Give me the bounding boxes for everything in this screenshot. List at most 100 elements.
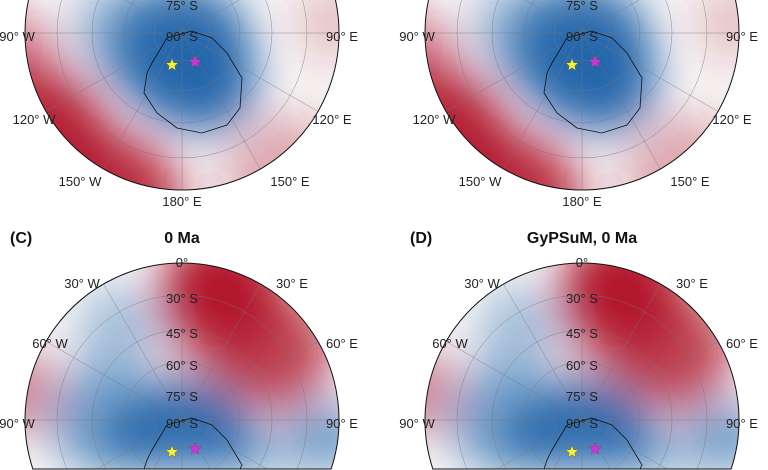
graticule xyxy=(425,0,739,190)
meridian-line xyxy=(45,341,183,421)
graticule-label: 0° xyxy=(176,255,188,270)
anomaly-blob xyxy=(622,113,739,190)
graticule-label: 90° S xyxy=(166,416,198,431)
anomaly-blob xyxy=(222,113,339,190)
anomaly-blob xyxy=(272,400,339,469)
latitude-circle xyxy=(123,361,241,469)
graticule-label: 60° W xyxy=(432,336,468,351)
graticule-label: 150° W xyxy=(459,174,503,189)
graticule-label: 120° W xyxy=(13,112,57,127)
graticule-label: 90° E xyxy=(326,29,358,44)
anomaly-blob xyxy=(692,0,739,63)
graticule-label: 90° S xyxy=(566,416,598,431)
graticule-label: 60° E xyxy=(326,336,358,351)
meridian-line xyxy=(181,0,319,34)
meridian-line xyxy=(581,419,611,469)
anomaly-blob xyxy=(425,345,457,435)
meridian-line xyxy=(181,0,261,34)
map-frame xyxy=(424,0,740,191)
graticule-label: 150° E xyxy=(670,174,710,189)
anomaly-field xyxy=(425,263,739,469)
meridian-line xyxy=(153,419,183,469)
coastline-antarctica xyxy=(543,417,643,469)
latitude-circle xyxy=(456,294,708,469)
graticule-label: 75° S xyxy=(566,0,598,13)
anomaly-blob xyxy=(572,320,652,400)
map-panel-3: 0° 30° W 30° E 30° S 45° S 60° W 60° E 60° S 75°… xyxy=(0,230,358,470)
graticule-label: 90° W xyxy=(399,416,435,431)
graticule-label: 90° E xyxy=(726,29,758,44)
meridian-line xyxy=(581,283,661,421)
anomaly-blob xyxy=(172,320,252,400)
meridian-line xyxy=(97,419,183,469)
meridian-line xyxy=(581,0,661,34)
graticule xyxy=(425,263,739,469)
meridian-line xyxy=(103,283,183,421)
graticule-label: 60° W xyxy=(32,336,68,351)
graticule xyxy=(25,0,339,190)
graticule-label: 75° S xyxy=(166,389,198,404)
yellow-star-marker xyxy=(165,444,179,458)
graticule-label: 90° S xyxy=(566,29,598,44)
anomaly-blob xyxy=(446,365,557,469)
meridian-line xyxy=(503,0,583,34)
magenta-star-marker xyxy=(588,54,602,68)
latitude-circle xyxy=(523,361,641,469)
graticule-label: 180° E xyxy=(562,194,602,209)
yellow-star-marker xyxy=(565,444,579,458)
coastline-antarctica xyxy=(143,417,243,469)
map-frame xyxy=(424,262,740,470)
graticule-label: 90° W xyxy=(399,29,435,44)
graticule-label: 30° E xyxy=(276,276,308,291)
meridian-line xyxy=(445,0,583,34)
yellow-star-marker xyxy=(565,57,579,71)
panel-title: GyPSuM, 0 Ma xyxy=(527,230,637,247)
anomaly-blob xyxy=(25,345,57,435)
graticule-label: 180° E xyxy=(162,194,202,209)
panel-letter: (D) xyxy=(410,230,432,247)
meridian-line xyxy=(181,419,211,469)
meridian-line xyxy=(503,283,583,421)
anomaly-blob xyxy=(547,23,657,133)
graticule-label: 90° E xyxy=(726,416,758,431)
graticule-label: 60° E xyxy=(726,336,758,351)
latitude-circle xyxy=(491,329,673,469)
yellow-star-marker xyxy=(165,57,179,71)
panel-letter: (C) xyxy=(10,230,32,247)
magenta-star-marker xyxy=(188,54,202,68)
meridian-line xyxy=(445,341,583,421)
graticule-label: 120° E xyxy=(712,112,752,127)
magenta-star-marker xyxy=(588,441,602,455)
graticule-label: 90° S xyxy=(166,29,198,44)
meridian-line xyxy=(181,283,261,421)
anomaly-blob xyxy=(477,285,567,375)
anomaly-blob xyxy=(425,13,457,113)
graticule-label: 45° S xyxy=(566,326,598,341)
meridian-line xyxy=(581,0,719,34)
map-frame xyxy=(24,262,340,470)
latitude-circle xyxy=(91,329,273,469)
graticule-label: 30° E xyxy=(676,276,708,291)
map-panel-2: 75° S 90° S 90° W 90° E 120° W 120° E 150° W 15… xyxy=(399,0,758,209)
panel-title: 0 Ma xyxy=(164,230,200,247)
meridian-line xyxy=(103,32,183,170)
graticule-label: 120° W xyxy=(413,112,457,127)
meridian-line xyxy=(581,32,719,112)
anomaly-blob xyxy=(77,285,167,375)
graticule-label: 60° S xyxy=(566,358,598,373)
graticule-label: 150° E xyxy=(270,174,310,189)
meridian-line xyxy=(45,32,183,112)
anomaly-field xyxy=(25,263,339,469)
graticule-label: 30° S xyxy=(566,291,598,306)
meridian-line xyxy=(445,32,583,112)
graticule-label: 30° W xyxy=(64,276,100,291)
anomaly-blob xyxy=(46,364,157,469)
meridian-line xyxy=(181,419,267,469)
latitude-circle xyxy=(56,294,308,469)
meridian-line xyxy=(553,419,583,469)
meridian-line xyxy=(181,32,319,112)
meridian-line xyxy=(581,419,667,469)
map-panel-4: 0° 30° W 30° E 30° S 45° S 60° W 60° E 60° S 75°… xyxy=(399,230,758,470)
anomaly-blob xyxy=(147,23,257,133)
